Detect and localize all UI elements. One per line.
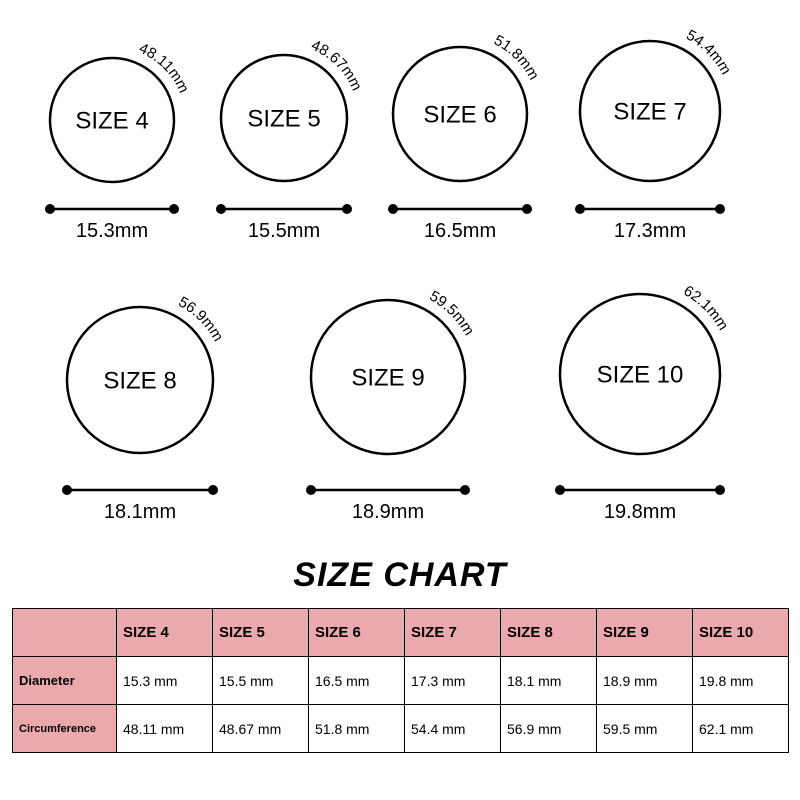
table-col-header: SIZE 5 — [213, 609, 309, 657]
diameter-dot — [45, 204, 55, 214]
ring-diameter-label: 18.1mm — [104, 501, 176, 523]
ring-size-label: SIZE 10 — [597, 361, 684, 388]
table-cell: 16.5 mm — [309, 657, 405, 705]
ring-circumference-label: 59.5mm — [426, 287, 477, 338]
diameter-dot — [342, 204, 352, 214]
ring-circumference-label: 62.1mm — [681, 282, 732, 333]
ring-diameter-label: 15.3mm — [76, 220, 148, 242]
table-cell: 18.1 mm — [501, 657, 597, 705]
table-cell: 48.67 mm — [213, 705, 309, 753]
size-chart-table: SIZE 4SIZE 5SIZE 6SIZE 7SIZE 8SIZE 9SIZE… — [12, 608, 789, 753]
ring-circumference-label: 54.4mm — [683, 27, 734, 78]
table-cell: 51.8 mm — [309, 705, 405, 753]
ring-diameter-label: 18.9mm — [352, 501, 424, 523]
table-cell: 54.4 mm — [405, 705, 501, 753]
table-cell: 56.9 mm — [501, 705, 597, 753]
size-chart-title: SIZE CHART — [0, 556, 800, 595]
diameter-dot — [388, 204, 398, 214]
table-cell: 59.5 mm — [597, 705, 693, 753]
diameter-dot — [715, 204, 725, 214]
ring-size-label: SIZE 9 — [351, 364, 424, 391]
diameter-dot — [460, 485, 470, 495]
table-col-header: SIZE 9 — [597, 609, 693, 657]
ring-size-label: SIZE 6 — [423, 101, 496, 128]
diameter-dot — [62, 485, 72, 495]
table-cell: 62.1 mm — [693, 705, 789, 753]
ring-size-label: SIZE 5 — [247, 105, 320, 132]
ring-diameter-label: 17.3mm — [614, 220, 686, 242]
diameter-dot — [715, 485, 725, 495]
table-cell: 19.8 mm — [693, 657, 789, 705]
ring-size-label: SIZE 7 — [613, 98, 686, 125]
ring-diameter-label: 19.8mm — [604, 501, 676, 523]
table-col-header: SIZE 10 — [693, 609, 789, 657]
ring-size-label: SIZE 8 — [103, 367, 176, 394]
diameter-dot — [169, 204, 179, 214]
table-cell: 48.11 mm — [117, 705, 213, 753]
table-cell: 18.9 mm — [597, 657, 693, 705]
ring-circumference-label: 56.9mm — [176, 293, 227, 344]
diameter-dot — [555, 485, 565, 495]
ring-diameter-label: 16.5mm — [424, 220, 496, 242]
diameter-dot — [216, 204, 226, 214]
table-row-header: Diameter — [13, 657, 117, 705]
diameter-dot — [522, 204, 532, 214]
table-col-header: SIZE 8 — [501, 609, 597, 657]
table-col-header: SIZE 6 — [309, 609, 405, 657]
table-col-header: SIZE 7 — [405, 609, 501, 657]
ring-size-label: SIZE 4 — [75, 107, 148, 134]
table-col-header: SIZE 4 — [117, 609, 213, 657]
table-cell: 15.3 mm — [117, 657, 213, 705]
diameter-dot — [208, 485, 218, 495]
ring-circumference-label: 51.8mm — [491, 32, 542, 83]
diameter-dot — [306, 485, 316, 495]
ring-diameter-label: 15.5mm — [248, 220, 320, 242]
table-corner — [13, 609, 117, 657]
table-row-header: Circumference — [13, 705, 117, 753]
table-cell: 15.5 mm — [213, 657, 309, 705]
table-cell: 17.3 mm — [405, 657, 501, 705]
diameter-dot — [575, 204, 585, 214]
